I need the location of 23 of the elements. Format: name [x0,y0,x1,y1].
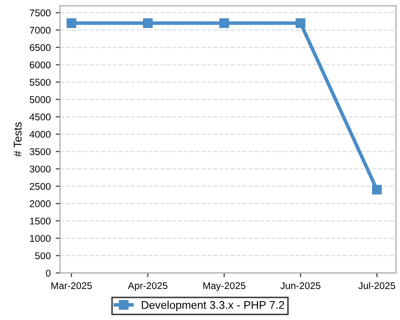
x-tick-label: Apr-2025 [128,282,168,292]
x-tick-label: Mar-2025 [51,282,92,290]
y-axis-title: # Tests [14,122,22,157]
y-tick-label: 6500 [30,44,51,52]
x-tick-label: Jul-2025 [358,282,396,290]
y-tick-label: 7500 [30,9,51,16]
legend-label: Development 3.3.x - PHP 7.2 [142,300,284,312]
y-tick-label: 5000 [30,96,51,104]
y-tick-label: 500 [35,252,51,260]
y-tick-label: 2000 [30,200,51,208]
y-tick-label: 1500 [30,218,51,225]
x-tick-label: May-2025 [203,282,246,292]
y-tick-label: 0 [46,270,51,277]
y-tick-label: 6000 [30,61,51,68]
y-tick-label: 7000 [30,26,51,34]
y-tick-label: 4000 [30,130,51,138]
y-tick-label: 1000 [30,234,51,242]
x-tick-label: Jun-2025 [280,282,320,290]
y-tick-label: 3000 [30,166,51,172]
y-tick-label: 5500 [30,78,51,86]
y-tick-label: 4500 [30,114,51,120]
y-tick-label: 2500 [30,182,51,190]
y-tick-label: 3500 [30,148,51,156]
